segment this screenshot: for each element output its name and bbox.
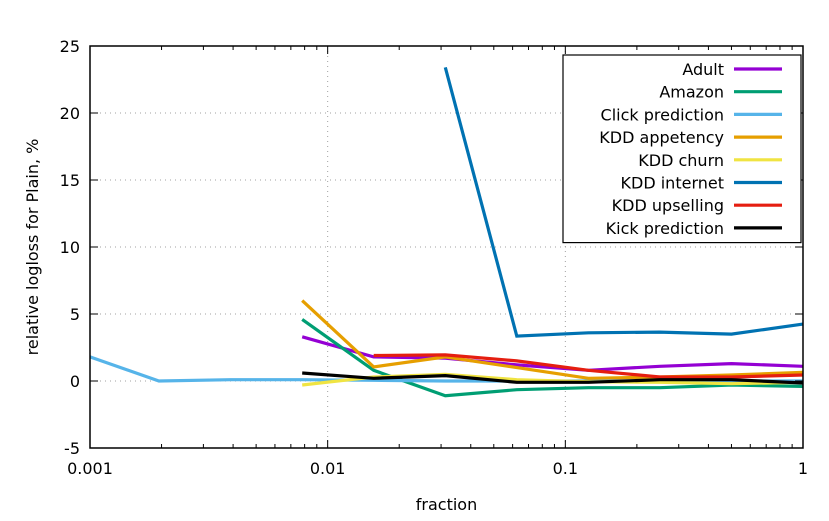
x-tick-label: 0.1 bbox=[553, 459, 578, 478]
x-tick-label: 0.001 bbox=[67, 459, 113, 478]
series-kdd-upselling bbox=[373, 353, 804, 379]
legend-item: KDD upselling bbox=[612, 196, 782, 215]
y-tick-label: 10 bbox=[60, 238, 80, 257]
series-kdd-appetency bbox=[301, 299, 804, 380]
legend-label: Kick prediction bbox=[606, 219, 724, 238]
legend-item: Amazon bbox=[659, 83, 782, 102]
legend-label: Click prediction bbox=[601, 105, 724, 124]
y-axis-title: relative logloss for Plain, % bbox=[23, 139, 42, 356]
y-tick-label: 20 bbox=[60, 104, 80, 123]
legend-label: KDD appetency bbox=[599, 128, 724, 147]
legend-item: KDD churn bbox=[638, 151, 782, 170]
series-layer bbox=[89, 66, 804, 398]
y-tick-label: 15 bbox=[60, 171, 80, 190]
legend-label: Amazon bbox=[659, 83, 724, 102]
series-amazon bbox=[301, 318, 804, 398]
x-tick-label: 1 bbox=[798, 459, 808, 478]
y-tick-labels: -5 0 5 10 15 20 25 bbox=[60, 37, 80, 458]
y-tick-label: 25 bbox=[60, 37, 80, 56]
series-kick-prediction bbox=[302, 371, 804, 385]
legend-label: KDD internet bbox=[621, 174, 724, 193]
axis-ticks bbox=[89, 45, 804, 449]
legend-item: KDD appetency bbox=[599, 128, 782, 147]
legend-item: Adult bbox=[682, 60, 782, 79]
legend-label: Adult bbox=[682, 60, 724, 79]
series-adult bbox=[301, 335, 804, 372]
legend-label: KDD upselling bbox=[612, 196, 724, 215]
y-tick-label: 0 bbox=[70, 372, 80, 391]
legend-item: KDD internet bbox=[621, 174, 782, 193]
x-tick-labels: 0.001 0.01 0.1 1 bbox=[67, 459, 808, 478]
y-tick-label: 5 bbox=[70, 305, 80, 324]
legend: Adult Amazon Click prediction KDD appetency… bbox=[562, 54, 802, 244]
series-kdd-internet bbox=[443, 66, 804, 338]
legend-label: KDD churn bbox=[638, 151, 724, 170]
x-axis-title: fraction bbox=[416, 495, 477, 514]
legend-item: Click prediction bbox=[601, 105, 782, 124]
legend-item: Kick prediction bbox=[606, 219, 782, 238]
legend-box bbox=[562, 54, 802, 244]
y-tick-label: -5 bbox=[64, 439, 80, 458]
x-tick-label: 0.01 bbox=[310, 459, 346, 478]
